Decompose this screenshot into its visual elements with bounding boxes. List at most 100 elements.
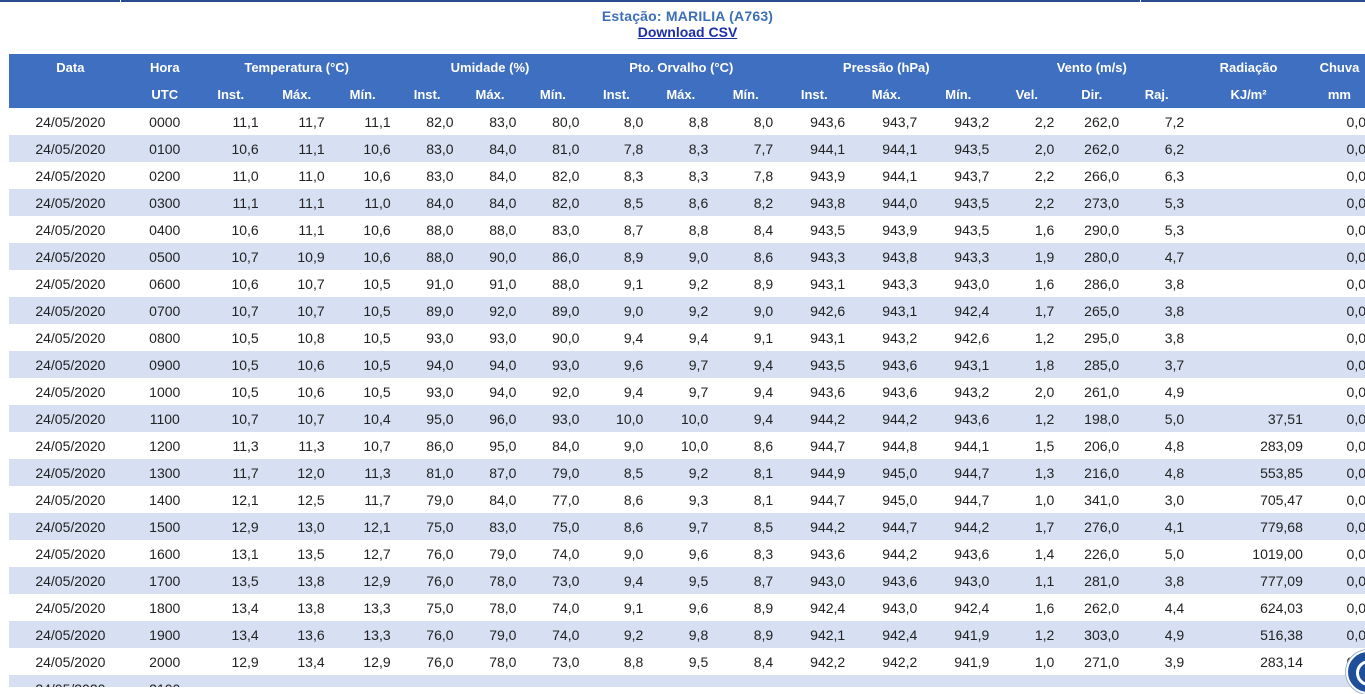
table-cell: 12,0 — [263, 459, 330, 486]
table-row: 24/05/2020 1000 10,5 10,6 10,5 93,0 94,0 92,0 9,… — [9, 378, 1365, 405]
table-cell: 11,0 — [263, 162, 330, 189]
table-cell: 12,9 — [329, 648, 396, 675]
table-cell: 8,4 — [713, 216, 779, 243]
table-cell: 78,0 — [458, 594, 522, 621]
table-cell: 8,0 — [713, 108, 779, 135]
column-subheader: Raj. — [1124, 81, 1190, 108]
table-cell: 0,0 — [1307, 405, 1365, 432]
table-cell: 11,7 — [329, 486, 396, 513]
table-cell: 285,0 — [1059, 351, 1125, 378]
header-subheader-row: UTC Inst. Máx. Mín. Inst. Máx. Mín. Inst. Máx. Mí… — [9, 81, 1365, 108]
table-cell: 1,0 — [994, 648, 1060, 675]
table-cell: 10,5 — [329, 351, 396, 378]
table-cell: 79,0 — [458, 621, 522, 648]
table-cell: 8,5 — [584, 189, 649, 216]
table-cell: 943,1 — [922, 351, 995, 378]
table-cell — [197, 675, 264, 687]
table-cell: 944,7 — [850, 513, 923, 540]
table-cell: 10,6 — [197, 135, 264, 162]
table-cell: 93,0 — [521, 405, 585, 432]
table-cell: 271,0 — [1059, 648, 1125, 675]
table-cell: 9,4 — [584, 324, 649, 351]
table-cell: 8,5 — [584, 459, 649, 486]
table-cell: 944,2 — [778, 405, 851, 432]
table-cell: 9,0 — [648, 243, 714, 270]
table-cell: 73,0 — [521, 567, 585, 594]
table-cell: 943,3 — [922, 243, 995, 270]
table-cell: 24/05/2020 — [9, 567, 132, 594]
table-cell: 24/05/2020 — [9, 594, 132, 621]
table-cell: 94,0 — [458, 351, 522, 378]
table-cell: 11,0 — [329, 189, 396, 216]
table-cell: 943,8 — [850, 243, 923, 270]
table-cell: 1,5 — [994, 432, 1060, 459]
table-cell: 206,0 — [1059, 432, 1125, 459]
table-cell — [1189, 297, 1308, 324]
download-csv-link[interactable]: Download CSV — [637, 24, 738, 40]
table-cell — [1059, 675, 1125, 687]
table-cell: 75,0 — [395, 594, 459, 621]
table-cell: 9,1 — [584, 270, 649, 297]
column-subheader: mm — [1307, 81, 1365, 108]
table-cell: 5,3 — [1124, 189, 1190, 216]
table-cell: 4,7 — [1124, 243, 1190, 270]
table-cell: 942,6 — [778, 297, 851, 324]
table-cell: 10,0 — [648, 432, 714, 459]
table-cell: 90,0 — [521, 324, 585, 351]
table-cell: 11,1 — [263, 189, 330, 216]
table-cell: 943,6 — [778, 540, 851, 567]
table-cell: 12,9 — [329, 567, 396, 594]
table-cell: 8,6 — [648, 189, 714, 216]
table-body: 24/05/2020 0000 11,1 11,7 11,1 82,0 83,0 80,0 8,… — [9, 108, 1365, 687]
table-cell — [1189, 162, 1308, 189]
table-cell: 9,5 — [648, 567, 714, 594]
table-cell: 8,8 — [648, 108, 714, 135]
table-cell: 24/05/2020 — [9, 243, 132, 270]
table-cell: 942,4 — [850, 621, 923, 648]
table-cell: 10,0 — [584, 405, 649, 432]
table-cell: 1,2 — [994, 405, 1060, 432]
table-cell: 86,0 — [395, 432, 459, 459]
table-cell: 76,0 — [395, 540, 459, 567]
table-cell: 9,2 — [648, 459, 714, 486]
table-cell: 11,1 — [329, 108, 396, 135]
table-cell: 944,7 — [778, 432, 851, 459]
table-cell: 1100 — [131, 405, 198, 432]
table-cell: 290,0 — [1059, 216, 1125, 243]
table-cell: 0,0 — [1307, 594, 1365, 621]
table-cell: 0,0 — [1307, 459, 1365, 486]
table-cell: 624,03 — [1189, 594, 1308, 621]
table-cell: 943,0 — [778, 567, 851, 594]
table-cell: 37,51 — [1189, 405, 1308, 432]
table-cell: 0700 — [131, 297, 198, 324]
column-subheader: Inst. — [584, 81, 649, 108]
table-cell — [648, 675, 714, 687]
table-cell: 10,4 — [329, 405, 396, 432]
table-cell: 341,0 — [1059, 486, 1125, 513]
table-cell: 0800 — [131, 324, 198, 351]
table-cell: 0,0 — [1307, 486, 1365, 513]
table-cell: 11,1 — [263, 216, 330, 243]
table-cell: 78,0 — [458, 567, 522, 594]
table-cell: 11,1 — [197, 108, 264, 135]
table-cell: 24/05/2020 — [9, 405, 132, 432]
table-cell — [713, 675, 779, 687]
table-cell: 942,2 — [850, 648, 923, 675]
table-cell: 9,2 — [584, 621, 649, 648]
table-cell — [1189, 243, 1308, 270]
table-cell: 10,6 — [197, 216, 264, 243]
table-cell: 944,2 — [922, 513, 995, 540]
table-row: 24/05/2020 1900 13,4 13,6 13,3 76,0 79,0 74,0 9,… — [9, 621, 1365, 648]
table-cell: 94,0 — [395, 351, 459, 378]
table-cell: 943,5 — [922, 216, 995, 243]
table-cell: 92,0 — [458, 297, 522, 324]
table-cell: 74,0 — [521, 594, 585, 621]
table-cell: 2000 — [131, 648, 198, 675]
table-cell: 24/05/2020 — [9, 486, 132, 513]
table-cell: 942,4 — [778, 594, 851, 621]
table-cell: 1700 — [131, 567, 198, 594]
table-cell: 9,1 — [584, 594, 649, 621]
table-cell: 3,8 — [1124, 270, 1190, 297]
table-cell: 13,5 — [197, 567, 264, 594]
table-cell: 944,1 — [850, 135, 923, 162]
